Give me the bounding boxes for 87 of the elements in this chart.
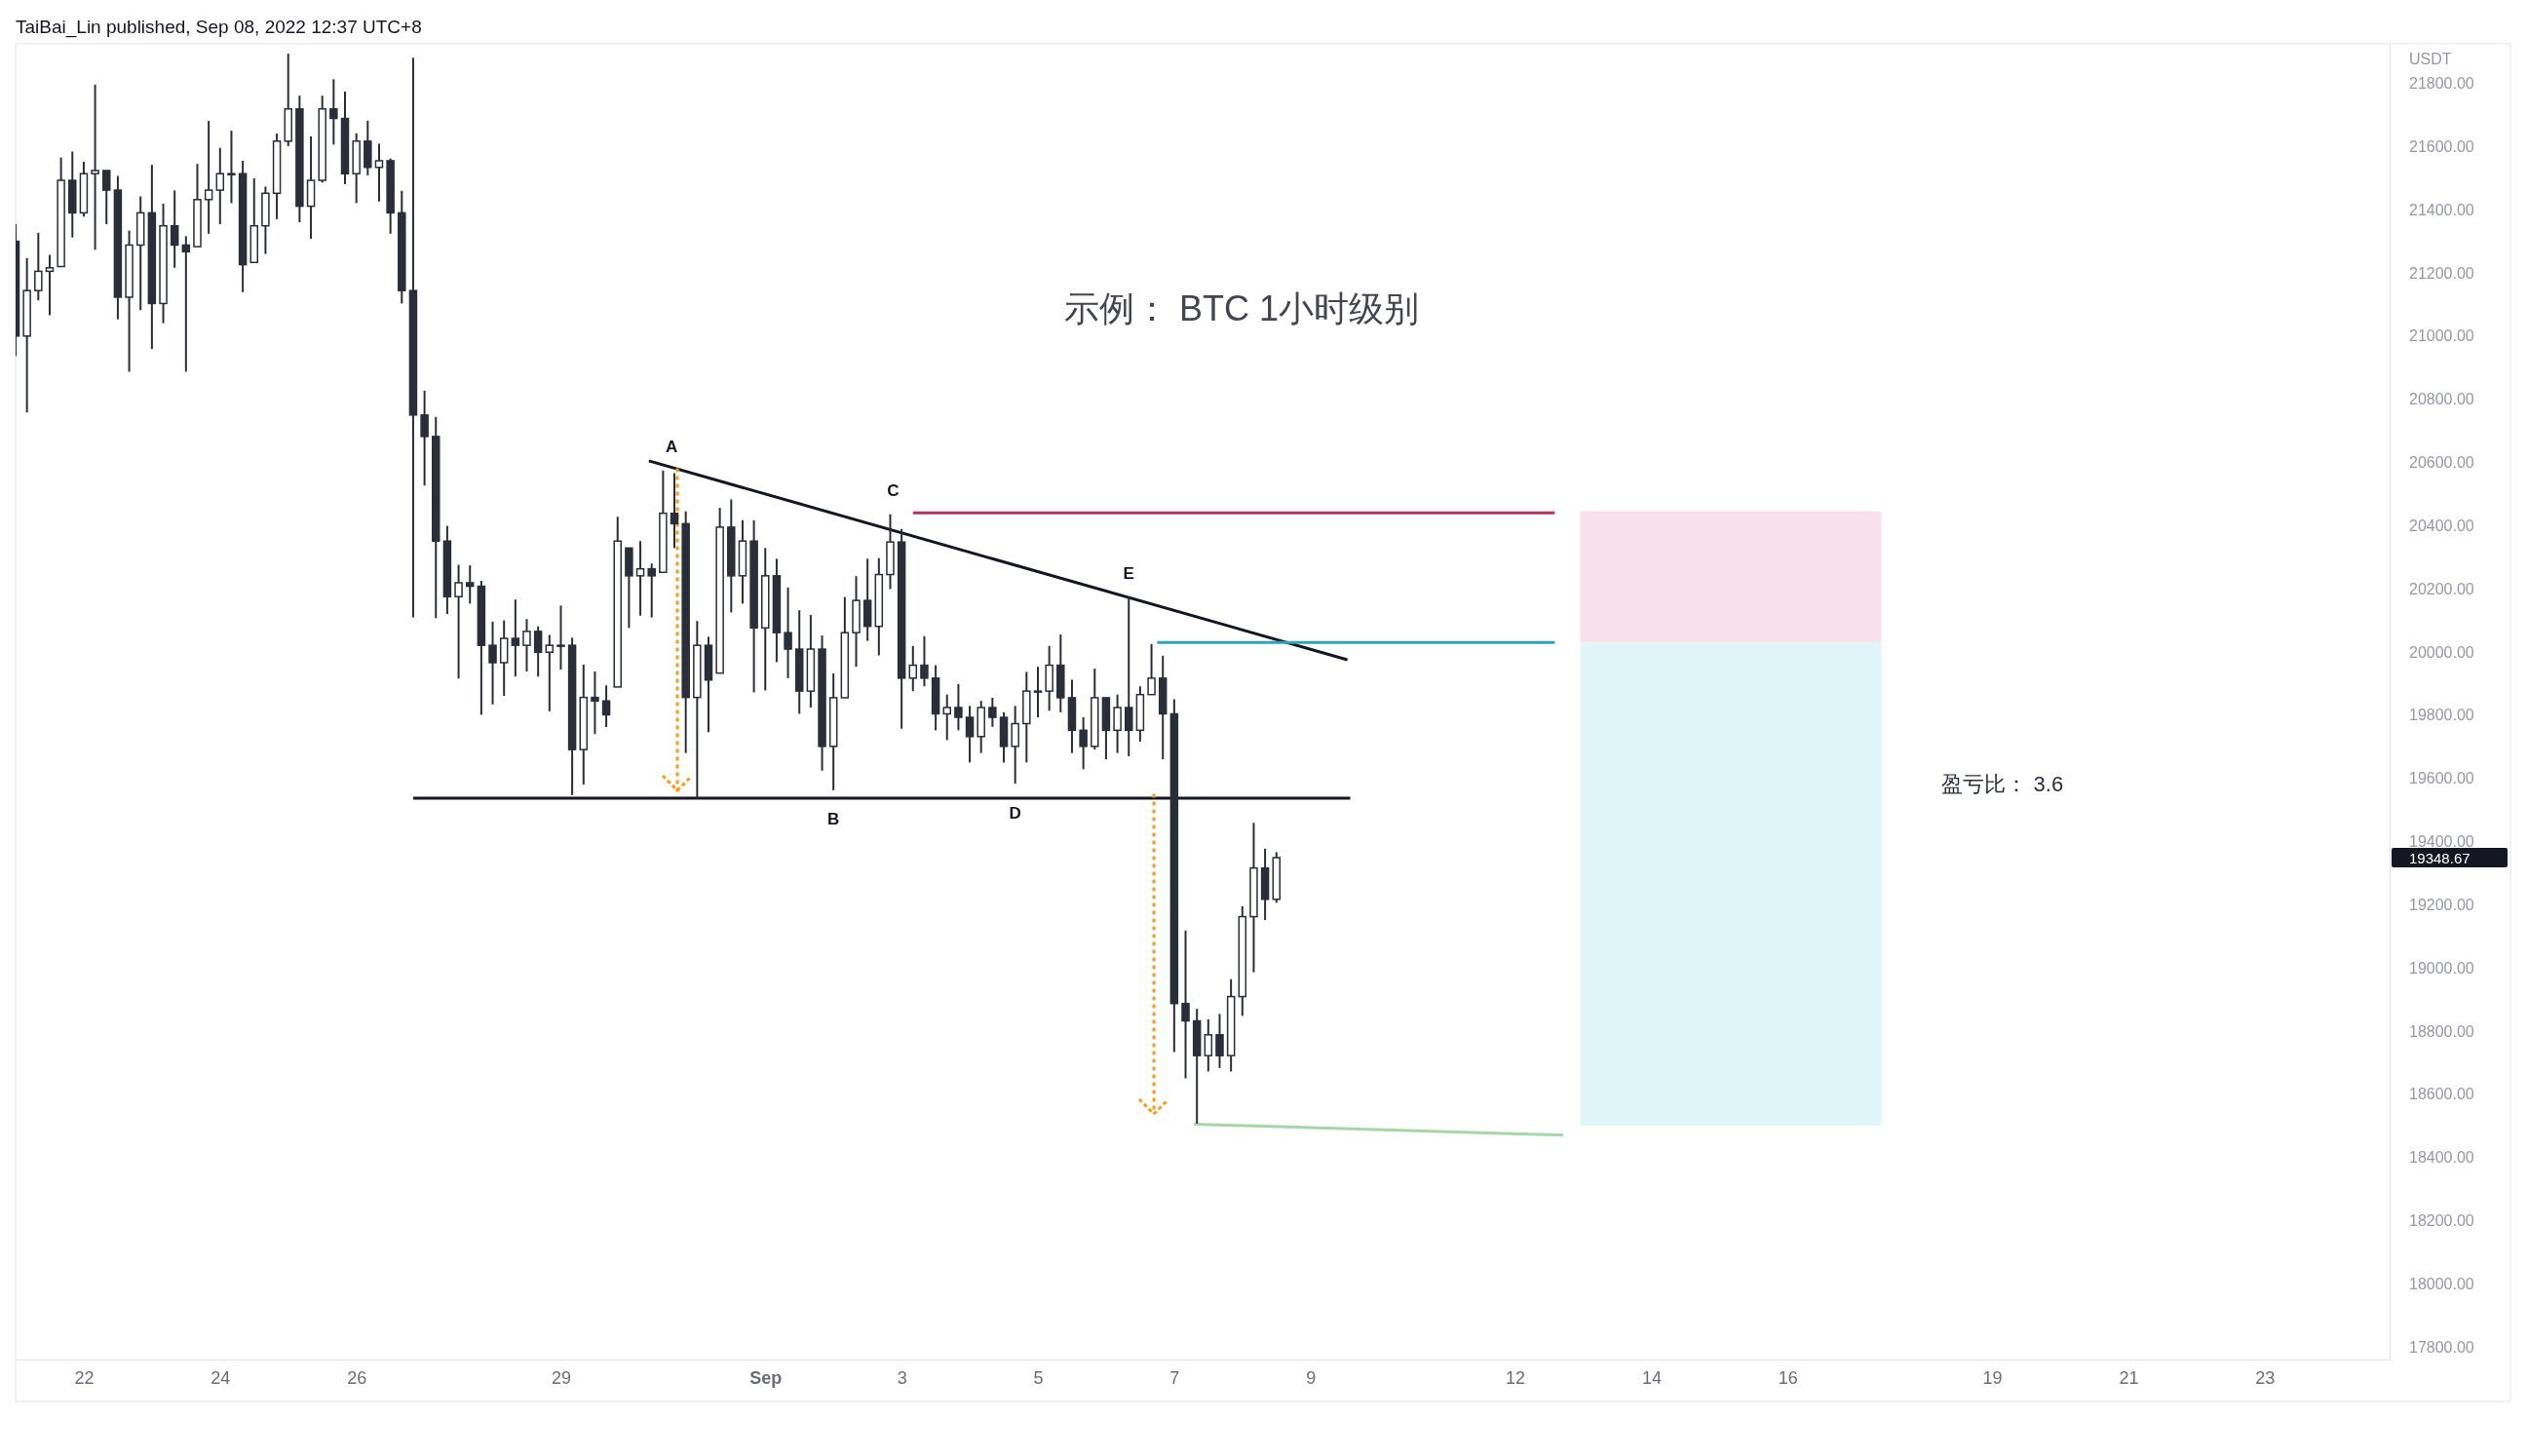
candlestick xyxy=(522,618,531,673)
x-tick-label: 26 xyxy=(347,1367,367,1388)
candlestick xyxy=(1204,1017,1213,1073)
candlestick xyxy=(1113,693,1122,754)
x-tick-label: 9 xyxy=(1306,1367,1317,1388)
annotation: 盈亏比： 3.6 xyxy=(1941,772,2064,797)
y-tick-label: 20800.00 xyxy=(2409,391,2474,408)
candlestick xyxy=(34,231,43,302)
candlestick xyxy=(454,563,463,680)
candlestick xyxy=(647,562,656,619)
text: 示例： BTC 1小时级别 xyxy=(1063,287,1420,328)
candlestick xyxy=(170,189,179,269)
y-tick-label: 19400.00 xyxy=(2409,833,2474,851)
text: 19348.67 xyxy=(2409,849,2471,866)
candlestick xyxy=(204,120,213,235)
candlestick xyxy=(329,78,338,146)
candlestick xyxy=(954,683,963,732)
candlestick xyxy=(1033,666,1043,719)
candlestick xyxy=(942,693,951,742)
x-tick-label: 22 xyxy=(74,1367,95,1388)
candlestick xyxy=(635,540,645,617)
candlestick xyxy=(601,684,611,729)
candlestick xyxy=(533,625,543,678)
x-tick-label: 5 xyxy=(1033,1367,1044,1388)
x-tick-label: 16 xyxy=(1778,1367,1798,1388)
candlestick xyxy=(215,146,225,226)
candlestick xyxy=(908,644,918,693)
y-tick-label: 21800.00 xyxy=(2409,75,2474,93)
candlestick xyxy=(1215,1013,1224,1069)
y-tick-label: 18600.00 xyxy=(2409,1086,2474,1103)
y-tick-label: 19600.00 xyxy=(2409,770,2474,787)
candlestick xyxy=(784,586,792,679)
candlestick xyxy=(511,598,520,678)
candlestick xyxy=(920,634,929,688)
x-tick-label: 3 xyxy=(897,1367,907,1388)
x-tick-label: 14 xyxy=(1641,1367,1662,1388)
annotation: A xyxy=(665,438,678,457)
candlestick xyxy=(101,169,111,226)
candlestick xyxy=(227,130,236,205)
annotation: E xyxy=(1123,564,1134,584)
candlestick xyxy=(556,604,565,671)
y-tick-label: 21000.00 xyxy=(2409,327,2474,345)
y-tick-label: 18800.00 xyxy=(2409,1022,2474,1040)
y-tick-label: 17800.00 xyxy=(2409,1338,2474,1356)
y-tick-label: 18400.00 xyxy=(2409,1149,2474,1167)
x-tick-label: 7 xyxy=(1169,1367,1180,1388)
annotation: C xyxy=(887,481,900,501)
candlestick xyxy=(420,389,429,487)
y-tick-label: 19200.00 xyxy=(2409,896,2474,913)
y-tick-label: 21400.00 xyxy=(2409,201,2474,218)
y-tick-label: 19000.00 xyxy=(2409,959,2474,977)
x-tick-label: 24 xyxy=(211,1367,231,1388)
candlestick xyxy=(374,142,384,203)
candlestick xyxy=(670,472,679,550)
candlestick xyxy=(1079,716,1088,771)
y-tick-label: 18200.00 xyxy=(2409,1212,2474,1229)
x-tick-label: 12 xyxy=(1506,1367,1526,1388)
text: TaiBai_Lin published, Sep 08, 2022 12:37 UTC+8 xyxy=(16,16,422,38)
y-axis-title: USDT xyxy=(2409,50,2452,67)
y-tick-label: 19800.00 xyxy=(2409,707,2474,724)
y-tick-label: 20200.00 xyxy=(2409,580,2474,597)
candlestick xyxy=(545,633,555,712)
x-tick-label: Sep xyxy=(749,1367,783,1388)
x-tick-label: 23 xyxy=(2255,1367,2276,1388)
candlestick xyxy=(45,253,55,317)
y-tick-label: 20600.00 xyxy=(2409,454,2474,472)
candlestick xyxy=(1181,929,1190,1080)
y-tick-label: 21200.00 xyxy=(2409,264,2474,282)
candlestick xyxy=(965,705,975,764)
candlestick xyxy=(465,564,475,605)
candlestick xyxy=(181,235,191,373)
candlestick xyxy=(988,696,997,728)
x-tick-label: 29 xyxy=(551,1367,571,1388)
y-tick-label: 21600.00 xyxy=(2409,137,2474,155)
y-tick-label: 18000.00 xyxy=(2409,1275,2474,1292)
y-tick-label: 20000.00 xyxy=(2409,643,2474,661)
annotation: D xyxy=(1009,803,1021,823)
candlestick xyxy=(1011,705,1019,785)
candlestick xyxy=(1124,595,1133,757)
annotation: B xyxy=(827,810,840,829)
y-tick-label: 20400.00 xyxy=(2409,517,2474,534)
x-tick-label: 21 xyxy=(2119,1367,2139,1388)
candlestick xyxy=(91,83,99,251)
candlestick xyxy=(591,671,599,736)
candlestick xyxy=(488,620,497,706)
x-tick-label: 19 xyxy=(1982,1367,2003,1388)
candlestick xyxy=(1147,642,1156,696)
